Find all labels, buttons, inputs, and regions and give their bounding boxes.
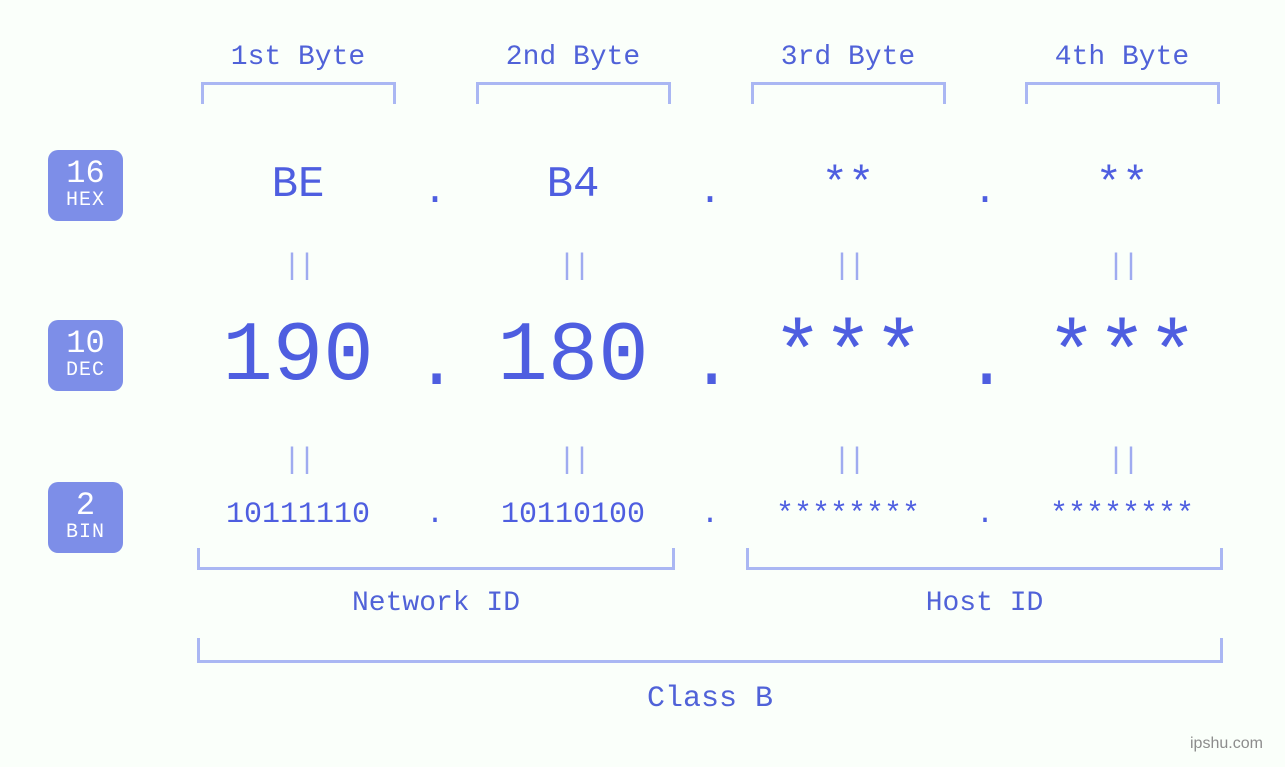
dec-separator-1: . [415,324,455,406]
equals-r0-c1: || [448,250,698,284]
base-badge-hex: 16HEX [48,150,123,221]
equals-r1-c2: || [723,444,973,478]
byte-bracket-2 [476,82,671,104]
bin-byte-2: 10110100 [433,498,713,532]
badge-label: DEC [48,361,123,381]
class-bracket [197,638,1223,663]
badge-number: 2 [48,488,123,523]
hex-separator-3: . [965,170,1005,215]
hex-byte-2: B4 [433,160,713,210]
equals-r0-c0: || [173,250,423,284]
badge-number: 16 [48,156,123,191]
class-label: Class B [560,682,860,716]
dec-separator-3: . [965,324,1005,406]
bin-byte-1: 10111110 [158,498,438,532]
byte-header-4: 4th Byte [997,42,1247,73]
bin-byte-3: ******** [708,498,988,532]
badge-label: BIN [48,523,123,543]
bin-byte-4: ******** [982,498,1262,532]
byte-bracket-1 [201,82,396,104]
dec-byte-1: 190 [158,310,438,405]
dec-byte-2: 180 [433,310,713,405]
byte-bracket-3 [751,82,946,104]
dec-separator-2: . [690,324,730,406]
equals-r1-c1: || [448,444,698,478]
hex-byte-4: ** [982,160,1262,210]
base-badge-bin: 2BIN [48,482,123,553]
dec-byte-3: *** [708,310,988,405]
badge-number: 10 [48,326,123,361]
watermark-text: ipshu.com [1190,735,1263,753]
hex-byte-3: ** [708,160,988,210]
hex-byte-1: BE [158,160,438,210]
base-badge-dec: 10DEC [48,320,123,391]
equals-r0-c3: || [997,250,1247,284]
bin-separator-2: . [690,498,730,532]
bin-separator-3: . [965,498,1005,532]
hex-separator-1: . [415,170,455,215]
network-bracket [197,548,675,570]
equals-r1-c3: || [997,444,1247,478]
hex-separator-2: . [690,170,730,215]
badge-label: HEX [48,191,123,211]
dec-byte-4: *** [982,310,1262,405]
network-label: Network ID [197,588,675,619]
byte-header-1: 1st Byte [173,42,423,73]
host-label: Host ID [746,588,1223,619]
byte-bracket-4 [1025,82,1220,104]
equals-r1-c0: || [173,444,423,478]
byte-header-2: 2nd Byte [448,42,698,73]
equals-r0-c2: || [723,250,973,284]
host-bracket [746,548,1223,570]
byte-header-3: 3rd Byte [723,42,973,73]
bin-separator-1: . [415,498,455,532]
